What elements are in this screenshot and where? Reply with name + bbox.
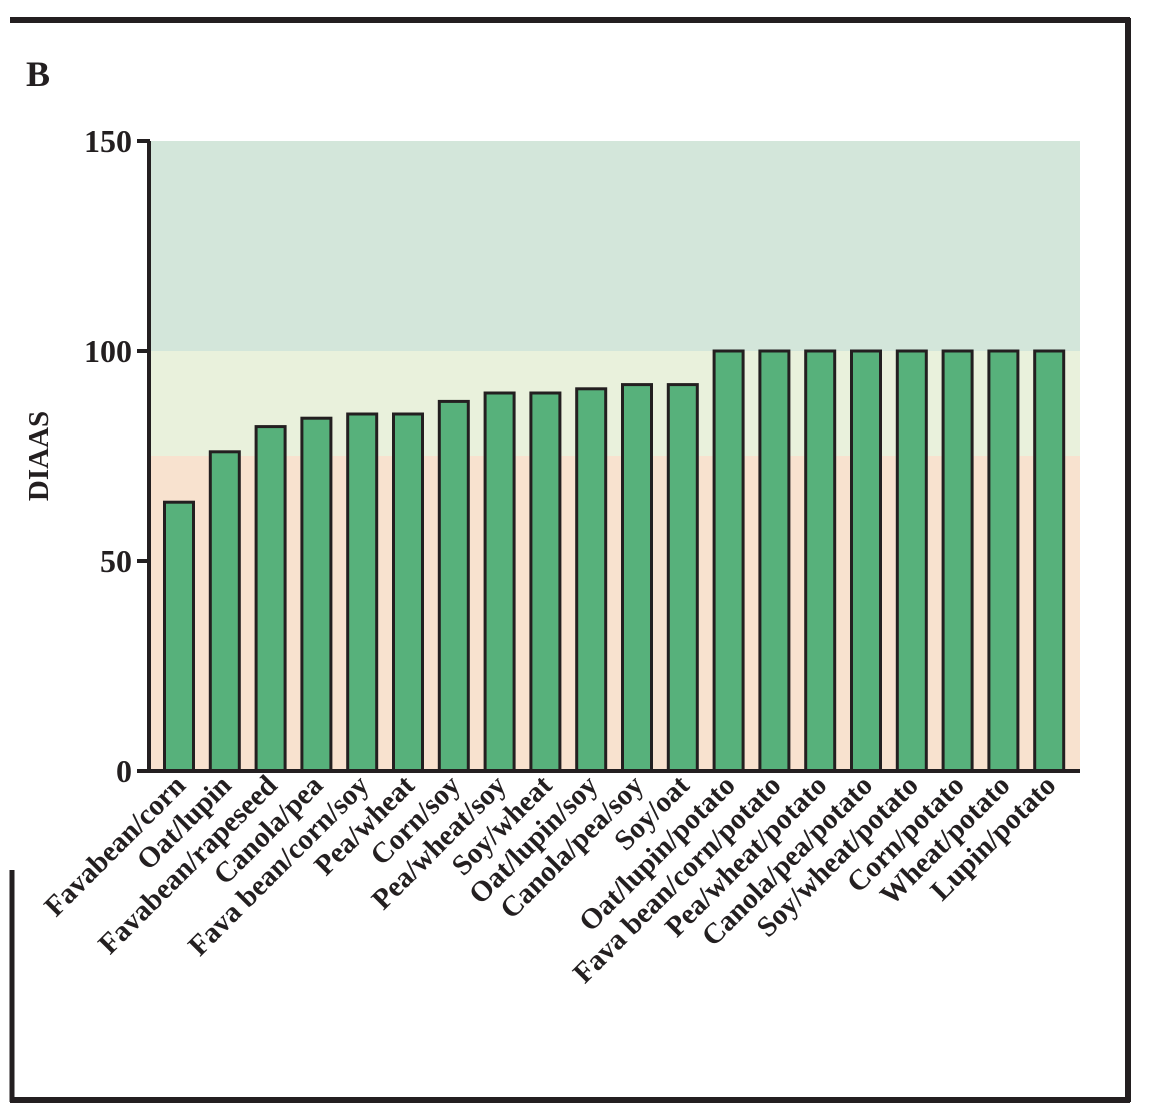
y-tick-label-2: 100 [84, 333, 132, 369]
bar-19 [1033, 349, 1066, 773]
y-tick-label-1: 50 [100, 543, 132, 579]
bar-12 [712, 349, 745, 773]
bar-9 [575, 387, 608, 773]
y-tick-label-3: 150 [84, 123, 132, 159]
bar-15 [850, 349, 882, 773]
bar-4 [346, 412, 379, 773]
bar-16 [895, 349, 928, 773]
y-tick-label-0: 0 [116, 753, 132, 789]
bar-18 [987, 349, 1020, 773]
bar-8 [529, 391, 562, 773]
bar-5 [392, 412, 424, 773]
bar-10 [621, 383, 653, 773]
band-0 [150, 456, 1080, 771]
y-tick-labels: 0 50 100 150 [84, 123, 132, 789]
bar-13 [758, 349, 791, 773]
bar-17 [941, 349, 974, 773]
band-1 [150, 351, 1080, 456]
bar-14 [804, 349, 837, 773]
band-2 [150, 141, 1080, 351]
bar-3 [300, 416, 333, 773]
frame [9, 17, 1131, 1103]
bar-11 [666, 383, 699, 773]
bar-6 [437, 399, 470, 773]
x-tick-labels: Favabean/cornOat/lupinFavabean/rapeseedC… [38, 769, 1062, 990]
bar-1 [208, 450, 241, 773]
bar-0 [163, 500, 195, 773]
background-bands [150, 141, 1080, 771]
bar-2 [254, 425, 287, 773]
axes [137, 139, 1080, 773]
bar-7 [483, 391, 516, 773]
y-axis-label: DIAAS [23, 411, 55, 501]
panel-label: B [26, 54, 50, 94]
